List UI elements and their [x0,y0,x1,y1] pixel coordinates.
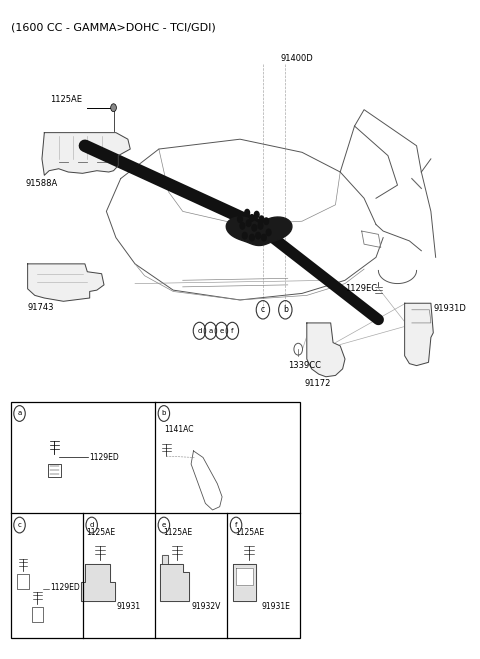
Text: d: d [197,328,202,334]
Circle shape [259,216,264,223]
Circle shape [258,223,263,229]
Circle shape [246,220,251,227]
Text: f: f [231,328,234,334]
Text: f: f [235,522,237,528]
Polygon shape [232,563,256,600]
Text: a: a [208,328,213,334]
Text: 91172: 91172 [304,379,331,387]
Circle shape [245,210,250,216]
Text: 1125AE: 1125AE [235,528,264,536]
Polygon shape [160,563,189,600]
Text: c: c [261,305,265,314]
Text: 1129EC: 1129EC [345,284,377,293]
Text: 1339CC: 1339CC [288,361,321,370]
Circle shape [252,225,257,231]
Polygon shape [307,323,345,377]
Text: 1125AE: 1125AE [50,96,83,104]
Text: 1141AC: 1141AC [164,424,193,434]
Circle shape [242,233,247,239]
Polygon shape [28,264,104,301]
Text: a: a [17,411,22,416]
Text: e: e [162,522,166,528]
Circle shape [240,223,245,229]
Bar [48,464,60,477]
Text: 1129ED: 1129ED [89,453,119,462]
Circle shape [262,235,266,241]
Text: d: d [89,522,94,528]
Bar [11,402,300,638]
Circle shape [256,233,261,239]
Text: 91931D: 91931D [433,304,466,313]
Circle shape [254,212,259,218]
Circle shape [238,216,242,223]
Text: 91588A: 91588A [25,179,58,188]
Polygon shape [162,555,168,563]
Polygon shape [405,303,433,366]
Text: 91932V: 91932V [192,602,221,611]
Text: 1125AE: 1125AE [86,528,115,536]
Polygon shape [81,563,115,600]
Text: 91400D: 91400D [281,54,313,63]
Circle shape [250,235,254,241]
Text: 91931E: 91931E [261,602,290,611]
Polygon shape [226,217,292,246]
Text: c: c [18,522,22,528]
Text: 91743: 91743 [28,303,54,312]
Text: 91931: 91931 [117,602,141,611]
Circle shape [266,229,271,236]
Text: 1125AE: 1125AE [163,528,192,536]
Text: 1129ED: 1129ED [50,583,80,592]
Bar [32,607,43,621]
Text: b: b [283,305,288,314]
Text: e: e [219,328,224,334]
Bar [17,574,29,588]
Polygon shape [236,567,253,585]
Text: (1600 CC - GAMMA>DOHC - TCI/GDI): (1600 CC - GAMMA>DOHC - TCI/GDI) [11,22,216,32]
Text: b: b [162,411,166,416]
Circle shape [264,218,269,225]
Polygon shape [42,132,130,175]
Circle shape [111,103,116,111]
Circle shape [250,215,254,221]
